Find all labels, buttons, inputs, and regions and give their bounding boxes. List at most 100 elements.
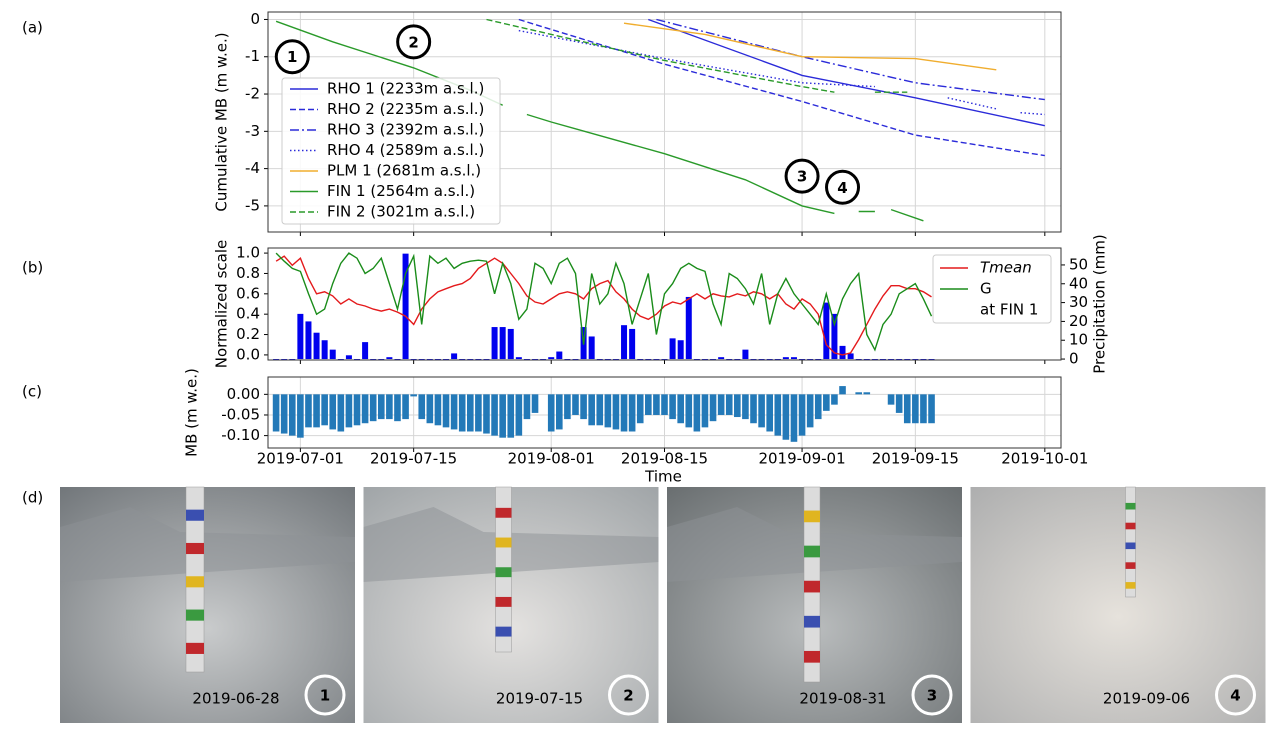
- legend-label: RHO 3 (2392m a.s.l.): [327, 121, 484, 139]
- precip-bar: [426, 359, 433, 360]
- bar: [839, 386, 846, 395]
- precip-bar: [726, 359, 733, 360]
- precip-bar: [475, 359, 482, 360]
- annotation-label: 4: [837, 179, 847, 197]
- precip-bar: [362, 342, 369, 360]
- precip-bar: [815, 359, 822, 360]
- legend-label: FIN 1 (2564m a.s.l.): [327, 182, 475, 200]
- bar: [377, 394, 385, 420]
- bar: [531, 394, 539, 413]
- bar: [556, 394, 563, 430]
- photo-date: 2019-06-28: [192, 690, 279, 708]
- precip-bar: [596, 359, 603, 360]
- bar: [466, 394, 474, 432]
- precip-bar: [443, 359, 450, 360]
- bar: [491, 394, 498, 436]
- precip-bar: [653, 359, 660, 360]
- pole-band: [495, 567, 512, 578]
- bar: [790, 394, 798, 442]
- bar: [329, 394, 337, 430]
- annotation-label: 3: [797, 168, 807, 186]
- precip-bar: [386, 357, 393, 360]
- bar: [734, 394, 741, 418]
- precip-bar: [410, 359, 417, 360]
- bar: [831, 394, 838, 405]
- panel-label: (d): [22, 489, 43, 507]
- pole-band: [1125, 522, 1136, 530]
- photo-number: 4: [1230, 687, 1240, 705]
- bar: [483, 394, 490, 434]
- bar: [386, 394, 393, 420]
- precip-bar: [556, 351, 563, 360]
- photo-number-circle: [608, 674, 649, 716]
- precip-bar: [434, 359, 441, 360]
- y-tick-label: -0.05: [221, 405, 260, 423]
- bar: [596, 394, 604, 426]
- y-tick-label: 0.8: [236, 264, 260, 282]
- precip-bar: [701, 359, 708, 360]
- y-tick-label: -1: [245, 47, 260, 65]
- precip-bar: [766, 359, 773, 360]
- series-line: [275, 252, 933, 352]
- y-tick-label: 0: [250, 10, 260, 28]
- precip-bar: [297, 313, 304, 360]
- plot-area: [268, 248, 1061, 360]
- y-axis-label: MB (m w.e.): [183, 368, 201, 457]
- pole-band: [804, 580, 820, 593]
- y-tick-label: 0.00: [227, 385, 260, 403]
- precip-bar: [515, 357, 522, 360]
- bar: [410, 394, 417, 397]
- bar: [725, 394, 733, 415]
- bar: [693, 394, 701, 432]
- legend-label: PLM 1 (2681m a.s.l.): [327, 162, 481, 180]
- annotation-label: 2: [408, 33, 418, 51]
- bar: [750, 394, 757, 424]
- y-tick-label: -3: [245, 122, 260, 140]
- bar: [547, 394, 555, 432]
- bar: [928, 394, 935, 424]
- y-tick-label: 0.6: [236, 284, 260, 302]
- bar: [677, 394, 684, 424]
- pole-band: [1125, 542, 1136, 550]
- pole-band: [804, 510, 820, 523]
- panel-label: (b): [22, 259, 43, 277]
- precip-bar: [831, 313, 838, 360]
- bar: [353, 394, 361, 426]
- precip-bar: [742, 349, 749, 360]
- pole: [1125, 486, 1136, 598]
- x-tick-label: 2019-09-15: [872, 450, 959, 468]
- bar: [912, 394, 919, 424]
- bar: [653, 394, 660, 415]
- photo-number-circle: [1215, 674, 1256, 716]
- precip-bar: [418, 359, 425, 360]
- x-tick-label: 2019-10-01: [1001, 450, 1088, 468]
- precip-bar: [888, 359, 895, 360]
- precip-bar: [548, 357, 555, 360]
- series-line: [623, 22, 997, 71]
- precip-bar: [564, 359, 571, 360]
- bar: [636, 394, 644, 424]
- plot-frame: [267, 11, 1062, 233]
- bar: [701, 394, 709, 428]
- y-axis-label: Cumulative MB (m w.e.): [213, 32, 231, 211]
- x-axis-label: Time: [644, 468, 682, 486]
- precip-bar: [661, 359, 668, 360]
- bar: [920, 394, 927, 424]
- bar: [855, 392, 863, 395]
- precip-bar: [637, 359, 644, 360]
- annotation-circle: [825, 169, 861, 205]
- series-line: [275, 20, 924, 222]
- bar: [394, 394, 401, 422]
- bar: [499, 394, 506, 438]
- legend-label: Tmean: [980, 259, 1032, 277]
- pole-band: [1125, 502, 1136, 510]
- bar: [572, 394, 579, 415]
- bar: [588, 394, 595, 426]
- bar: [580, 394, 587, 420]
- bar: [798, 394, 806, 436]
- series-line: [518, 29, 1045, 116]
- series-line: [656, 18, 1045, 101]
- y-tick-label: 0.0: [236, 345, 260, 363]
- precip-bar: [354, 359, 361, 360]
